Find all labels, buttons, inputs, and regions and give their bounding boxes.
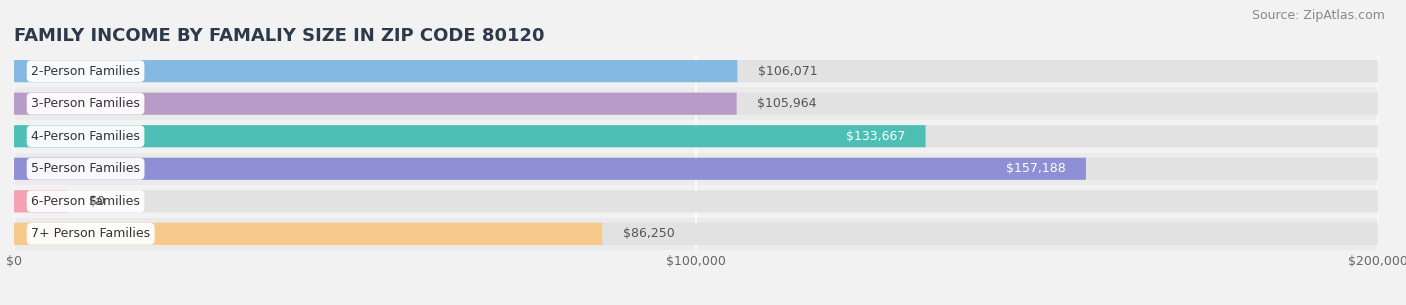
- FancyBboxPatch shape: [14, 190, 69, 212]
- FancyBboxPatch shape: [14, 125, 925, 147]
- FancyBboxPatch shape: [14, 93, 737, 115]
- FancyBboxPatch shape: [14, 217, 1378, 250]
- Text: Source: ZipAtlas.com: Source: ZipAtlas.com: [1251, 9, 1385, 22]
- FancyBboxPatch shape: [14, 158, 1378, 180]
- FancyBboxPatch shape: [14, 60, 737, 82]
- Text: 4-Person Families: 4-Person Families: [31, 130, 141, 143]
- Text: $0: $0: [89, 195, 105, 208]
- FancyBboxPatch shape: [14, 125, 1378, 147]
- FancyBboxPatch shape: [14, 223, 602, 245]
- Text: $133,667: $133,667: [846, 130, 905, 143]
- FancyBboxPatch shape: [14, 190, 1378, 212]
- FancyBboxPatch shape: [14, 185, 1378, 217]
- FancyBboxPatch shape: [14, 120, 1378, 152]
- FancyBboxPatch shape: [14, 55, 1378, 88]
- Text: $105,964: $105,964: [756, 97, 817, 110]
- Text: $157,188: $157,188: [1005, 162, 1066, 175]
- Text: 2-Person Families: 2-Person Families: [31, 65, 141, 78]
- Text: 3-Person Families: 3-Person Families: [31, 97, 141, 110]
- FancyBboxPatch shape: [14, 223, 1378, 245]
- FancyBboxPatch shape: [14, 88, 1378, 120]
- Text: FAMILY INCOME BY FAMALIY SIZE IN ZIP CODE 80120: FAMILY INCOME BY FAMALIY SIZE IN ZIP COD…: [14, 27, 544, 45]
- FancyBboxPatch shape: [14, 93, 1378, 115]
- Text: $86,250: $86,250: [623, 227, 675, 240]
- Text: 5-Person Families: 5-Person Families: [31, 162, 141, 175]
- FancyBboxPatch shape: [14, 158, 1085, 180]
- FancyBboxPatch shape: [14, 152, 1378, 185]
- FancyBboxPatch shape: [14, 60, 1378, 82]
- Text: 6-Person Families: 6-Person Families: [31, 195, 141, 208]
- Text: 7+ Person Families: 7+ Person Families: [31, 227, 150, 240]
- Text: $106,071: $106,071: [758, 65, 817, 78]
